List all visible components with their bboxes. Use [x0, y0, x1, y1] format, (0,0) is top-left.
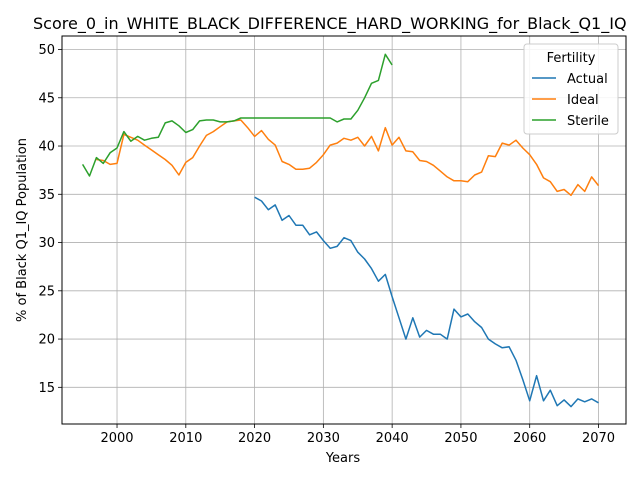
- x-axis-ticks: 2000 2010 2020 2030 2040 2050 2060 2070: [100, 424, 615, 446]
- x-tick-label: 2020: [238, 431, 271, 446]
- x-tick-label: 2040: [376, 431, 409, 446]
- x-tick-label: 2000: [100, 431, 133, 446]
- y-axis-ticks: 15 20 25 30 35 40 45 50: [38, 43, 62, 396]
- legend-label-ideal: Ideal: [567, 93, 599, 108]
- y-tick-label: 30: [38, 236, 55, 251]
- plot-frame: [61, 35, 627, 425]
- x-axis-label: Years: [325, 451, 361, 466]
- y-tick-label: 45: [38, 91, 55, 106]
- y-axis-label: % of Black Q1_IQ Population: [15, 138, 30, 322]
- series-line-actual: [254, 196, 599, 408]
- x-tick-label: 2070: [582, 431, 615, 446]
- x-tick-label: 2050: [444, 431, 477, 446]
- y-tick-label: 50: [38, 43, 55, 58]
- legend-items: Actual Ideal Sterile: [532, 72, 609, 129]
- x-tick-label: 2030: [307, 431, 340, 446]
- series-line-ideal: [96, 119, 600, 197]
- y-tick-label: 25: [38, 284, 55, 299]
- y-tick-label: 20: [38, 333, 55, 348]
- legend-label-actual: Actual: [567, 72, 608, 87]
- x-tick-label: 2010: [169, 431, 202, 446]
- series-line-sterile: [81, 53, 393, 177]
- legend: Fertility Actual Ideal Sterile: [523, 43, 619, 135]
- legend-label-sterile: Sterile: [567, 114, 609, 129]
- y-tick-label: 15: [38, 381, 55, 396]
- x-tick-label: 2060: [513, 431, 546, 446]
- legend-title: Fertility: [547, 51, 596, 66]
- y-tick-label: 35: [38, 188, 55, 203]
- series-lines: [81, 53, 600, 408]
- chart-title: Score_0_in_WHITE_BLACK_DIFFERENCE_HARD_W…: [33, 14, 627, 34]
- y-tick-label: 40: [38, 140, 55, 155]
- legend-box: [523, 43, 619, 135]
